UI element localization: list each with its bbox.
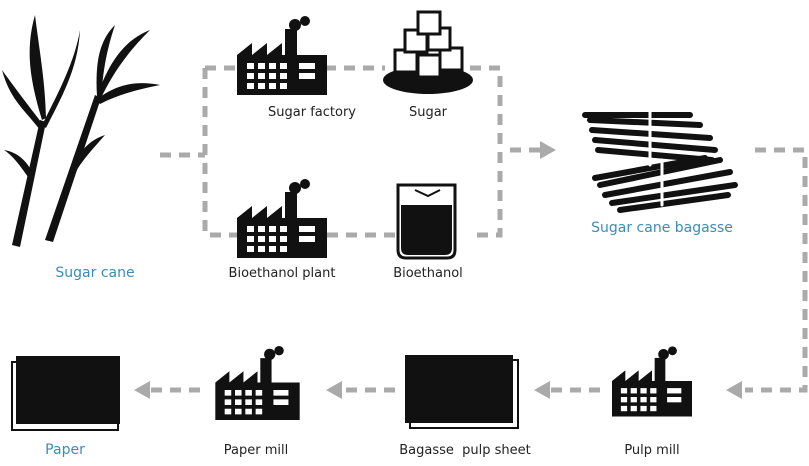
factory-icon	[215, 346, 299, 420]
node-label: Paper	[45, 442, 85, 458]
sugar-icon	[383, 12, 473, 94]
node-label: Sugar factory	[268, 105, 356, 120]
diagram: Sugar cane Sugar factory Sugar Bioethano…	[0, 0, 809, 466]
paper-icon	[12, 356, 120, 430]
sugar-cane-icon	[2, 15, 160, 247]
page: Sugar cane Sugar factory Sugar Bioethano…	[0, 0, 809, 466]
node-label: Sugar cane	[55, 265, 134, 281]
node-label: Paper mill	[224, 443, 288, 458]
node-label: Bioethanol	[393, 266, 463, 281]
factory-icon	[237, 179, 327, 258]
node-label: Bagasse pulp sheet	[399, 443, 531, 458]
beaker-icon	[398, 185, 455, 258]
arrow-head	[326, 381, 342, 399]
node-label: Bioethanol plant	[229, 266, 336, 281]
connector	[745, 150, 805, 390]
node-label: Sugar cane bagasse	[591, 220, 733, 236]
arrow-head	[726, 381, 742, 399]
factory-icon	[612, 346, 692, 416]
pulp-sheet-icon	[405, 355, 518, 428]
arrow-head	[134, 381, 150, 399]
node-label: Pulp mill	[624, 443, 679, 458]
arrow-head	[540, 141, 556, 159]
bagasse-icon	[585, 112, 735, 210]
arrow-head	[534, 381, 550, 399]
factory-icon	[237, 16, 327, 95]
node-label: Sugar	[409, 105, 448, 120]
